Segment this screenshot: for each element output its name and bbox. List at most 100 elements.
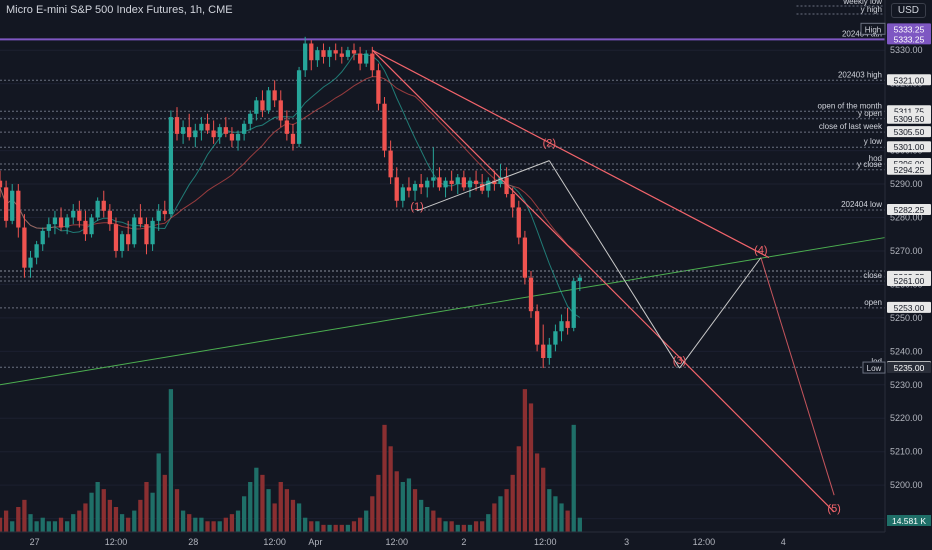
volume-bar	[34, 521, 39, 532]
time-tick-label: Apr	[308, 537, 322, 547]
volume-bar	[486, 514, 491, 532]
candle	[467, 177, 473, 198]
volume-bar	[327, 524, 332, 532]
volume-bar	[101, 489, 106, 532]
candle	[126, 220, 131, 251]
wave-label: (3)	[673, 355, 686, 367]
candle	[388, 140, 393, 185]
time-tick-label: 28	[188, 537, 198, 547]
wave-label: (5)	[827, 503, 840, 515]
chart-title: Micro E-mini S&P 500 Index Futures, 1h, …	[6, 4, 233, 16]
candle-body	[278, 100, 283, 121]
volume-bar	[449, 521, 454, 532]
candle-body	[223, 127, 228, 134]
candle	[272, 80, 277, 108]
candle-body	[174, 117, 180, 134]
price-tag	[887, 112, 931, 124]
volume-bar	[528, 403, 534, 532]
volume-bar	[455, 524, 460, 532]
candle	[492, 170, 497, 191]
moving-average-slow	[0, 76, 581, 256]
candle	[577, 274, 582, 292]
volume-bar	[522, 389, 528, 532]
time-axis[interactable]: 27 12:00 28 12:00 Apr 12:00 2 12:00 3 12:00 4	[0, 531, 932, 550]
candle	[278, 90, 283, 128]
candle-body	[296, 70, 302, 144]
volume-bar	[272, 503, 277, 532]
low-tag-label: Low	[867, 364, 882, 373]
candle	[254, 97, 259, 121]
level-label: hod	[869, 154, 882, 163]
volume-tag	[887, 515, 931, 526]
wave-label: (4)	[754, 245, 767, 257]
candle	[65, 214, 70, 235]
candle-body	[248, 113, 253, 124]
candle-body	[455, 177, 460, 185]
candle-body	[260, 100, 265, 111]
candle	[461, 170, 466, 191]
candle-body	[541, 344, 546, 359]
candle	[193, 123, 198, 148]
candle	[559, 314, 564, 342]
price-axis[interactable]: 5190.005200.005210.005220.005230.005240.…	[860, 0, 932, 550]
volume-bar	[223, 517, 228, 532]
candle-body	[22, 227, 27, 268]
currency-button[interactable]: USD	[890, 3, 926, 18]
candle-body	[345, 50, 351, 57]
volume-bar	[425, 507, 430, 532]
volume-bar	[419, 499, 424, 532]
moving-average-fast	[0, 53, 581, 318]
volume-bar	[113, 507, 119, 532]
candle-body	[156, 210, 161, 221]
candle-body	[553, 331, 558, 345]
candle	[223, 117, 228, 138]
candle	[449, 170, 454, 191]
price-tick-label: 5280.00	[890, 212, 923, 222]
time-tick-label: 12:00	[693, 537, 716, 547]
volume-bar	[370, 496, 375, 532]
candle-body	[443, 180, 448, 188]
candle	[156, 204, 161, 231]
candle	[132, 214, 137, 248]
candle-body	[144, 224, 149, 245]
price-tick-label: 5220.00	[890, 413, 923, 423]
candle	[290, 123, 296, 151]
candle	[571, 277, 576, 332]
candle-body	[534, 311, 540, 345]
candle-body	[52, 217, 58, 225]
candle	[113, 217, 119, 258]
price-tag-label: 5309.50	[894, 114, 925, 124]
volume-bar	[333, 524, 338, 532]
level-label: close	[863, 271, 882, 280]
candle-body	[113, 224, 119, 251]
candle-body	[351, 50, 357, 54]
volume-bar	[388, 446, 393, 532]
candle	[150, 217, 155, 251]
candle-body	[559, 321, 564, 332]
level-label: open	[864, 298, 882, 307]
candle	[486, 177, 491, 198]
volume-bar	[89, 492, 94, 532]
volume-bar	[437, 517, 442, 532]
wave-line	[679, 257, 762, 369]
candle-body	[357, 53, 363, 64]
time-axis-background	[0, 532, 932, 550]
candle-body	[162, 210, 167, 215]
level-label: open of the month	[818, 101, 883, 110]
candle	[303, 36, 308, 77]
candle	[180, 120, 186, 144]
low-tag	[862, 361, 886, 374]
candle-body	[58, 217, 64, 228]
level-label: y close	[857, 160, 882, 169]
candle	[443, 177, 448, 198]
volume-bar	[284, 489, 289, 532]
candle	[541, 324, 546, 369]
candle-body	[528, 277, 534, 312]
candle-body	[309, 43, 314, 61]
candle	[284, 110, 289, 141]
candle-body	[467, 180, 473, 188]
volume-tag-label: 14.581 K	[892, 516, 926, 526]
candle	[553, 324, 558, 352]
candle-body	[10, 190, 15, 221]
